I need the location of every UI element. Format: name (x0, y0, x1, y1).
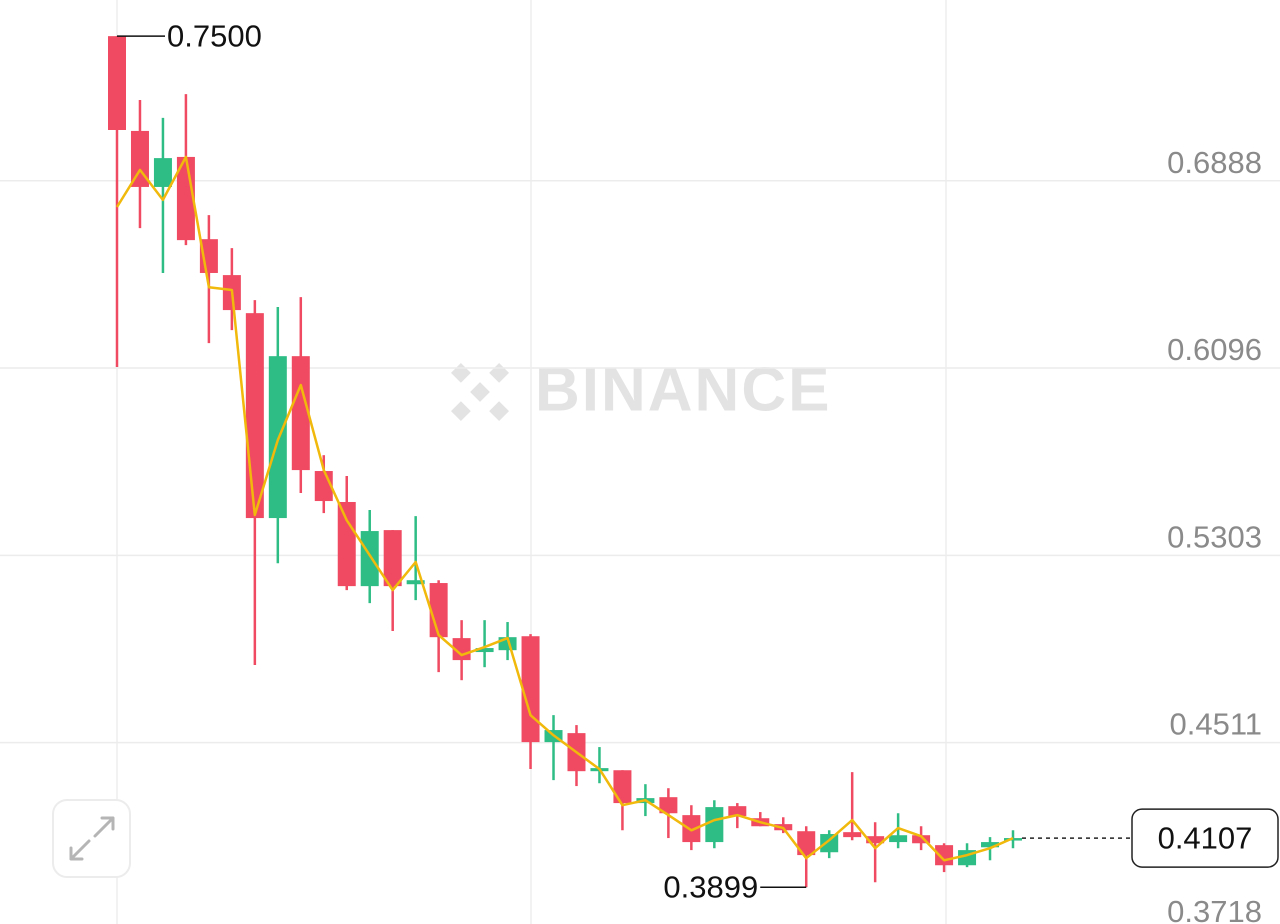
expand-button[interactable] (52, 799, 131, 878)
candle-body (659, 797, 678, 814)
last-price-label: 0.4107 (1158, 820, 1253, 855)
candle-body (866, 836, 885, 844)
plot: 0.7500 0.3899 0.4107 (108, 18, 1279, 904)
last-price-box (1131, 808, 1279, 868)
candle-body (108, 36, 126, 130)
watermark-text: BINANCE (535, 355, 831, 424)
watermark: BINANCE (451, 355, 831, 424)
candle-body (889, 835, 908, 843)
candle-body (797, 831, 816, 856)
candle-body (383, 530, 402, 587)
candle-body (912, 835, 931, 844)
candle-body (406, 580, 425, 585)
candle-body (613, 770, 632, 804)
y-tick-label: 0.5303 (1167, 519, 1262, 554)
candle-body (843, 832, 862, 838)
y-tick-label: 0.3718 (1167, 894, 1262, 924)
candle-body (475, 648, 494, 653)
candle-body (728, 806, 747, 817)
expand-button-frame[interactable] (52, 799, 131, 878)
candle-body (429, 583, 448, 638)
moving-average-line (115, 155, 1014, 862)
candle-body (153, 158, 172, 187)
candle-body (705, 807, 724, 843)
y-tick-label: 0.4511 (1169, 707, 1262, 742)
candle-body (521, 636, 540, 743)
expand-icon[interactable] (69, 816, 115, 861)
candle-body (337, 501, 356, 587)
candle-body (130, 130, 149, 187)
candle-body (682, 815, 701, 843)
max-label: 0.7500 (167, 18, 262, 53)
watermark-logo (451, 363, 509, 421)
grid: 0.6888 0.6096 0.5303 0.4511 0.3718 (0, 145, 1280, 924)
candle-body (981, 842, 1000, 848)
candle-body (245, 313, 264, 519)
candle-body (820, 834, 839, 853)
y-tick-label: 0.6096 (1167, 332, 1262, 367)
y-tick-label: 0.6888 (1167, 145, 1262, 180)
min-label: 0.3899 (663, 869, 758, 904)
candle-body (291, 356, 310, 471)
candle-body (360, 531, 379, 587)
